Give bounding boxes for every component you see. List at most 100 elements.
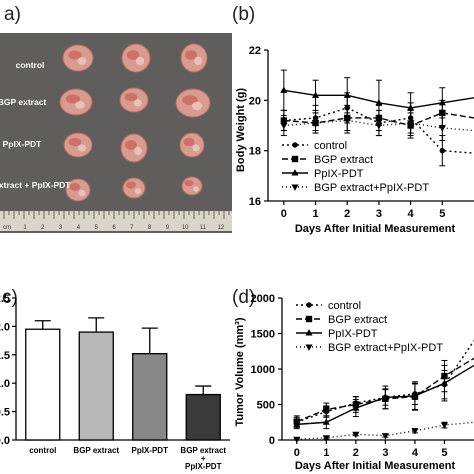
y-tick-label: 1500 bbox=[251, 329, 275, 341]
tumor-vessel bbox=[184, 179, 194, 187]
ruler-number: 1 bbox=[23, 225, 27, 231]
panel-a-label: a) bbox=[4, 4, 21, 25]
data-point-triangle-up bbox=[438, 99, 446, 106]
x-tick-label: 5 bbox=[439, 208, 445, 220]
ruler-number: 4 bbox=[77, 225, 81, 231]
tumor-highlight bbox=[134, 188, 142, 194]
data-point-triangle-down bbox=[291, 184, 299, 191]
series-3 bbox=[280, 107, 474, 142]
data-point-triangle-down bbox=[440, 422, 448, 429]
data-point-triangle-down bbox=[280, 122, 288, 130]
panel-d-label: (d) bbox=[232, 287, 255, 308]
ruler-number: 5 bbox=[95, 225, 99, 231]
tumor-highlight bbox=[78, 189, 86, 197]
chart-c-plot: 0.0 0.5 1.0 1.5 2.0 2.5 control BGP extract PpIX… bbox=[0, 293, 230, 471]
tumor-highlight bbox=[77, 57, 87, 65]
ruler-number: 11 bbox=[200, 225, 207, 231]
data-point-triangle-up bbox=[411, 392, 419, 399]
y-tick-label: 18 bbox=[249, 146, 261, 158]
data-point-triangle-down bbox=[381, 433, 389, 440]
data-point-circle bbox=[292, 142, 298, 148]
data-point-triangle-up bbox=[440, 379, 448, 386]
x-category-label: control bbox=[29, 446, 56, 455]
data-point-triangle-up bbox=[291, 169, 299, 176]
y-tick-label: 2.5 bbox=[0, 293, 10, 305]
tumor-highlight bbox=[191, 101, 203, 111]
tumor-vessel bbox=[68, 50, 82, 60]
y-tick-label: 0.0 bbox=[0, 435, 10, 447]
ruler-number: 7 bbox=[130, 225, 134, 231]
tumor-highlight bbox=[135, 56, 145, 66]
y-tick-label: 0 bbox=[269, 435, 275, 447]
y-tick-label: 16 bbox=[249, 196, 261, 208]
data-point-triangle-down bbox=[343, 117, 351, 125]
y-tick-label: 2.0 bbox=[0, 321, 10, 333]
tumor-highlight bbox=[194, 56, 202, 66]
data-point-triangle-down bbox=[293, 436, 301, 444]
y-tick-label: 22 bbox=[249, 45, 261, 57]
data-point-triangle-down bbox=[352, 431, 360, 439]
photo-row-label-control: control bbox=[16, 60, 45, 70]
data-point-triangle-down bbox=[438, 125, 446, 132]
data-point-circle bbox=[306, 302, 312, 308]
data-point-triangle-down bbox=[375, 122, 383, 130]
ruler-number: 12 bbox=[217, 225, 224, 231]
data-point-triangle-up bbox=[407, 104, 415, 111]
y-tick-label: 2000 bbox=[251, 293, 275, 305]
data-point-triangle-down bbox=[312, 120, 320, 127]
ruler-number: 6 bbox=[112, 225, 116, 231]
x-tick-label: 1 bbox=[312, 208, 318, 220]
ruler-number: 8 bbox=[148, 225, 152, 231]
tumor-vessel bbox=[126, 181, 136, 189]
tumor-vessel bbox=[126, 50, 140, 60]
tumor-vessel bbox=[65, 94, 81, 104]
y-tick-label: 20 bbox=[249, 95, 261, 107]
tumor-highlight bbox=[192, 144, 200, 152]
legend-label: BGP extract bbox=[314, 154, 373, 166]
data-point-square bbox=[305, 315, 313, 323]
legend-label: PpIX-PDT bbox=[314, 168, 364, 180]
tumor-highlight bbox=[193, 186, 199, 192]
legend-label: BGP extract+PpIX-PDT bbox=[314, 182, 429, 194]
panel-d: (d) Tumor Volume (mm³) Days After Initia… bbox=[232, 287, 474, 472]
data-point-triangle-up bbox=[312, 91, 320, 98]
x-tick-label: 3 bbox=[376, 208, 382, 220]
y-tick-label: 500 bbox=[257, 400, 275, 412]
tumor-vessel bbox=[125, 140, 137, 150]
x-category-label: BGP extract + PpIX-PDT bbox=[180, 446, 226, 471]
data-point-triangle-up bbox=[352, 404, 360, 411]
data-point-triangle-up bbox=[381, 393, 389, 400]
photo-row-label-bgp-extract: BGP extract bbox=[0, 97, 46, 107]
bar bbox=[25, 328, 61, 441]
legend-label: PpIX-PDT bbox=[328, 328, 378, 340]
tumor-vessel bbox=[68, 137, 82, 147]
series-1 bbox=[293, 357, 474, 428]
photo-row-label-ppix-pdt: PpIX-PDT bbox=[3, 139, 43, 149]
x-tick-label: 2 bbox=[353, 447, 359, 459]
bar bbox=[185, 393, 221, 441]
x-tick-label: 4 bbox=[408, 208, 415, 220]
panel-b: (b) Body Weight (g) Days After Initial M… bbox=[232, 4, 474, 235]
data-point-square bbox=[291, 155, 299, 163]
ruler-number: 2 bbox=[41, 225, 45, 231]
data-point-triangle-down bbox=[411, 428, 419, 435]
chart-b-plot: 16 18 20 22 0 1 2 3 4 5 control BGP extract PpIX-PDT… bbox=[249, 45, 474, 220]
tumor-highlight bbox=[77, 144, 87, 152]
tumor-highlight bbox=[134, 146, 142, 156]
tumor-vessel bbox=[183, 137, 195, 147]
data-point-square bbox=[323, 406, 330, 413]
panel-b-label: (b) bbox=[232, 4, 255, 25]
x-tick-label: 1 bbox=[323, 447, 329, 459]
y-tick-label: 1.5 bbox=[0, 350, 10, 362]
series-2 bbox=[293, 364, 474, 430]
chart-d-plot: 0 500 1000 1500 2000 0 1 2 3 4 5 control BGP extract… bbox=[251, 293, 474, 459]
data-point-triangle-up bbox=[322, 418, 330, 425]
data-point-circle bbox=[439, 147, 446, 154]
bar bbox=[132, 353, 168, 441]
y-tick-label: 1.0 bbox=[0, 378, 10, 390]
data-point-triangle-up bbox=[293, 420, 301, 427]
y-tick-label: 0.5 bbox=[0, 407, 10, 419]
ruler-ticks: cm 1 2 3 4 5 6 7 8 9 10 11 12 bbox=[3, 211, 230, 231]
tumor-vessel bbox=[182, 95, 198, 105]
tumor-vessel bbox=[124, 92, 138, 102]
